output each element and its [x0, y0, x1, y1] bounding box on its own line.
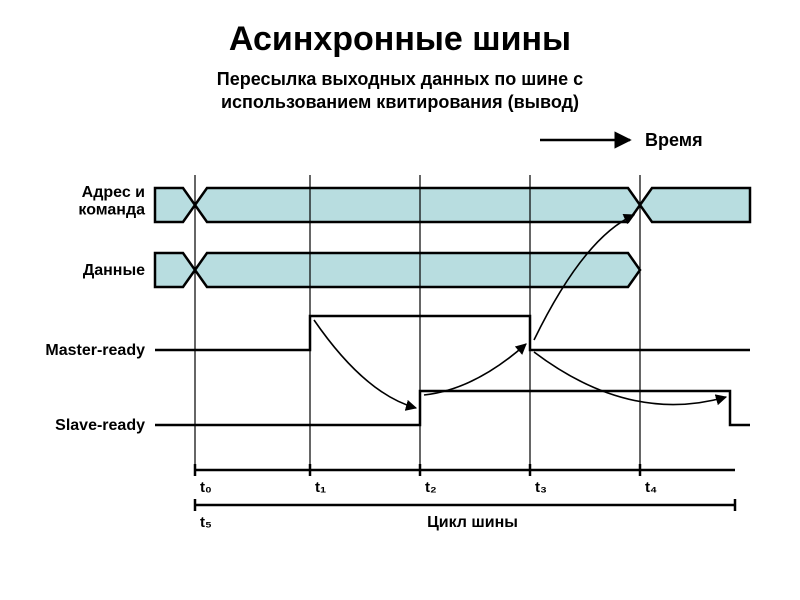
- page-title: Асинхронные шины: [229, 20, 571, 58]
- label-data: Данные: [83, 262, 145, 279]
- label-slave: Slave-ready: [55, 417, 145, 434]
- cause-arrow: [424, 344, 526, 395]
- tick-0: t₀: [200, 479, 212, 496]
- tick-4: t₄: [645, 479, 657, 496]
- tick-2: t₂: [425, 479, 437, 496]
- tick-5: t₅: [200, 514, 212, 531]
- bus-segment: [640, 188, 750, 222]
- bus-segment: [155, 253, 195, 287]
- tick-1: t₁: [315, 479, 326, 496]
- time-label: Время: [645, 130, 703, 150]
- slave-ready-signal: [155, 391, 750, 425]
- bus-segment: [155, 188, 195, 222]
- cause-arrow: [314, 320, 416, 408]
- label-master: Master-ready: [45, 342, 145, 359]
- subtitle-line1: Пересылка выходных данных по шине с: [217, 69, 583, 89]
- tick-3: t₃: [535, 479, 547, 496]
- label-addr: Адрес икоманда: [78, 184, 145, 219]
- master-ready-signal: [155, 316, 750, 350]
- cycle-label: Цикл шины: [427, 514, 518, 531]
- cause-arrow: [534, 352, 726, 405]
- subtitle-line2: использованием квитирования (вывод): [221, 92, 579, 112]
- bus-segment: [195, 253, 640, 287]
- bus-segment: [195, 188, 640, 222]
